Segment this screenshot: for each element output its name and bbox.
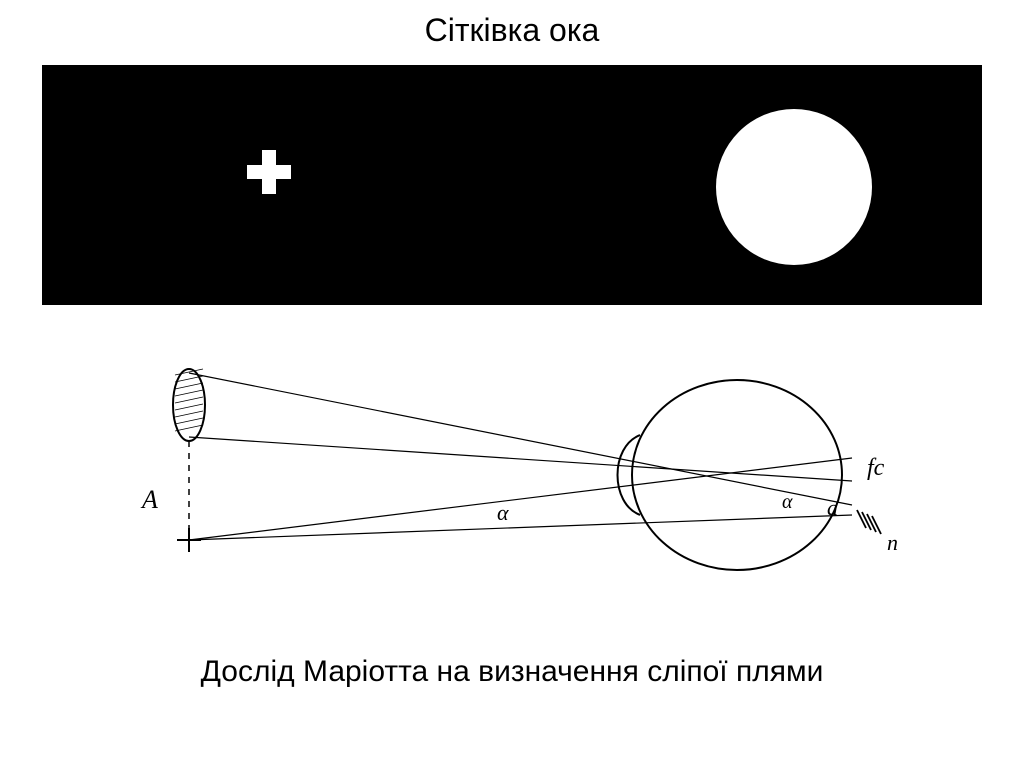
label-fc: fc (867, 455, 884, 482)
eye-diagram-svg (82, 365, 942, 595)
label-A: A (142, 485, 158, 515)
label-n: n (887, 530, 898, 556)
fixation-cross-vertical (262, 150, 276, 194)
figure-caption: Дослід Маріотта на визначення сліпої пля… (201, 655, 824, 689)
test-disc (716, 109, 872, 265)
label-a: a (827, 495, 838, 521)
eye-ray-diagram: A α α a fc n (82, 365, 942, 595)
page-title: Сітківка ока (425, 12, 600, 49)
label-alpha-2: α (782, 491, 793, 514)
label-alpha-1: α (497, 500, 509, 526)
mariotte-test-panel (42, 65, 982, 305)
